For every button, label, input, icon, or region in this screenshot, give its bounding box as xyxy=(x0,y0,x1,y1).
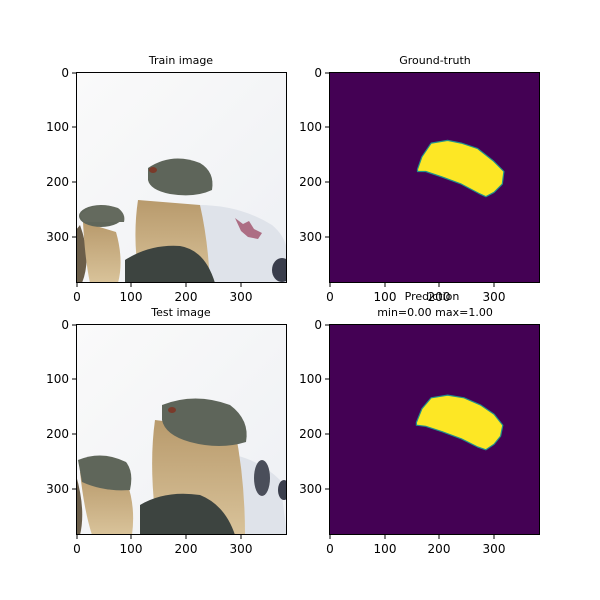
ground-truth-background xyxy=(330,72,540,283)
ground-truth-mask xyxy=(416,139,505,198)
train-photo xyxy=(76,72,287,283)
ytick-label: 200 xyxy=(46,427,69,441)
ytick-label: 0 xyxy=(61,318,69,332)
xtick-label: 300 xyxy=(483,290,506,304)
xtick-label: 0 xyxy=(326,290,334,304)
ytick-label: 0 xyxy=(61,66,69,80)
prediction-mask xyxy=(415,394,504,451)
prediction-panel: Prediction min=0.00 max=1.00 0 100 200 3… xyxy=(299,290,540,556)
test-image-xaxis: 0 100 200 300 xyxy=(73,535,252,556)
ytick-label: 200 xyxy=(46,175,69,189)
ground-truth-yaxis: 0 100 200 300 xyxy=(299,66,329,244)
ytick-label: 0 xyxy=(314,66,322,80)
train-image-title: Train image xyxy=(148,54,213,67)
ytick-label: 100 xyxy=(299,120,322,134)
xtick-label: 100 xyxy=(374,290,397,304)
xtick-label: 200 xyxy=(428,542,451,556)
ytick-label: 200 xyxy=(299,427,322,441)
xtick-label: 100 xyxy=(120,290,143,304)
ytick-label: 300 xyxy=(46,230,69,244)
xtick-label: 300 xyxy=(230,290,253,304)
xtick-label: 200 xyxy=(175,290,198,304)
ytick-label: 0 xyxy=(314,318,322,332)
ground-truth-xaxis: 0 100 200 300 xyxy=(326,283,505,304)
xtick-label: 0 xyxy=(73,542,81,556)
train-image-panel: Train image 0 100 200 3 xyxy=(46,54,287,304)
test-image-title: Test image xyxy=(150,306,211,319)
test-image-yaxis: 0 100 200 300 xyxy=(46,318,76,496)
xtick-label: 100 xyxy=(120,542,143,556)
xtick-label: 100 xyxy=(374,542,397,556)
ytick-label: 100 xyxy=(46,372,69,386)
xtick-label: 0 xyxy=(73,290,81,304)
xtick-label: 300 xyxy=(230,542,253,556)
ytick-label: 200 xyxy=(299,175,322,189)
ytick-label: 300 xyxy=(299,482,322,496)
xtick-label: 200 xyxy=(428,290,451,304)
xtick-label: 0 xyxy=(326,542,334,556)
prediction-range-subtitle: min=0.00 max=1.00 xyxy=(377,306,493,319)
xtick-label: 300 xyxy=(483,542,506,556)
ytick-label: 300 xyxy=(46,482,69,496)
prediction-xaxis: 0 100 200 300 xyxy=(326,535,505,556)
prediction-title: Prediction xyxy=(405,290,460,303)
ytick-label: 300 xyxy=(299,230,322,244)
test-image-panel: Test image 0 100 200 300 xyxy=(46,306,287,556)
ground-truth-panel: Ground-truth 0 100 200 300 0 100 200 300 xyxy=(299,54,540,304)
train-image-yaxis: 0 100 200 300 xyxy=(46,66,76,244)
ground-truth-title: Ground-truth xyxy=(399,54,471,67)
test-photo xyxy=(76,324,287,535)
train-image-xaxis: 0 100 200 300 xyxy=(73,283,252,304)
prediction-yaxis: 0 100 200 300 xyxy=(299,318,329,496)
xtick-label: 200 xyxy=(175,542,198,556)
ytick-label: 100 xyxy=(46,120,69,134)
ytick-label: 100 xyxy=(299,372,322,386)
